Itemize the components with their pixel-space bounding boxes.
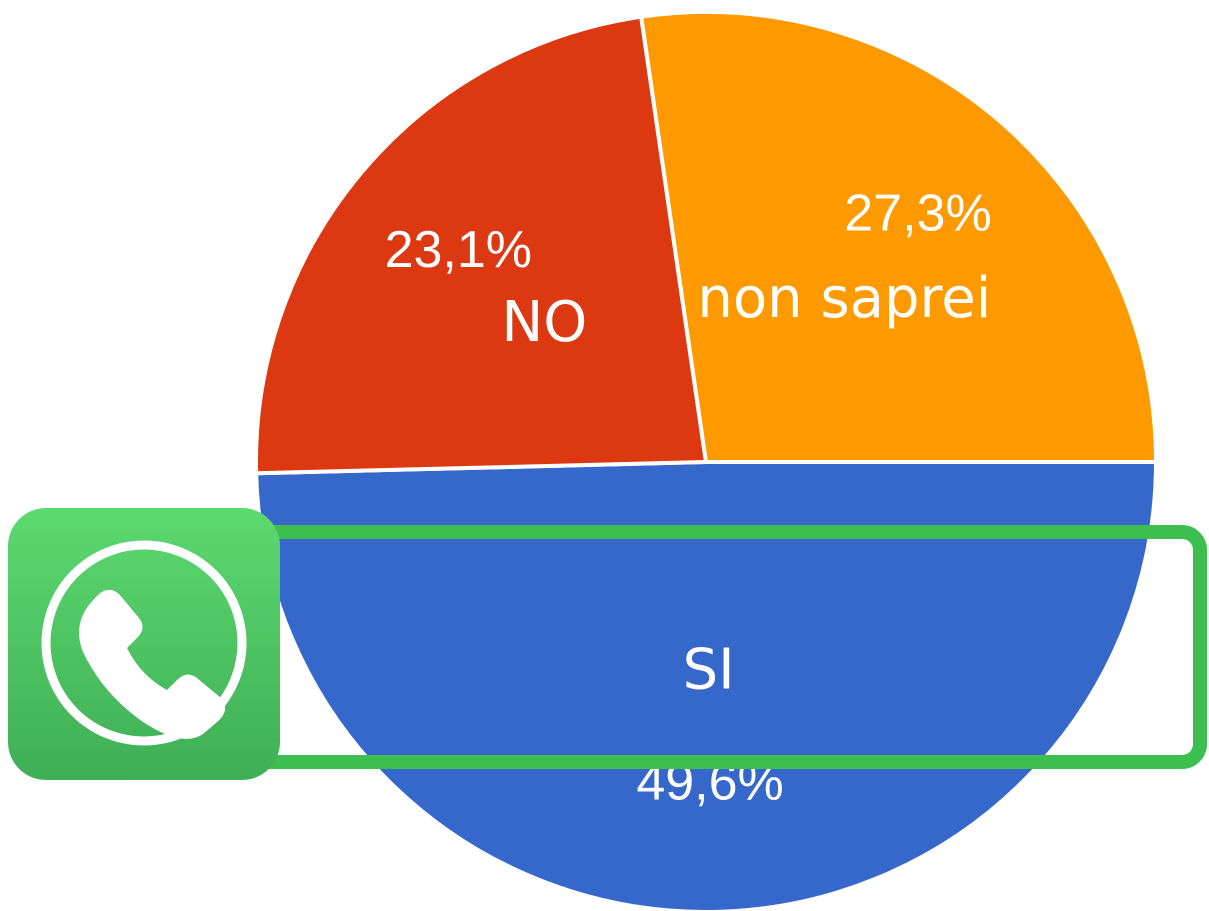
pie-slice (254, 14, 709, 476)
icon-handset (79, 589, 226, 739)
pie (254, 10, 1159, 911)
value-label: 27,3% (844, 185, 991, 243)
category-label: NO (501, 290, 587, 355)
category-label: SI (683, 638, 735, 703)
pie-slice (254, 460, 1159, 911)
icon-ring (41, 540, 247, 746)
value-label: 23,1% (385, 221, 532, 279)
category-label: non saprei (697, 266, 991, 331)
pie-slice (638, 10, 1159, 464)
phone-icon (8, 508, 280, 780)
